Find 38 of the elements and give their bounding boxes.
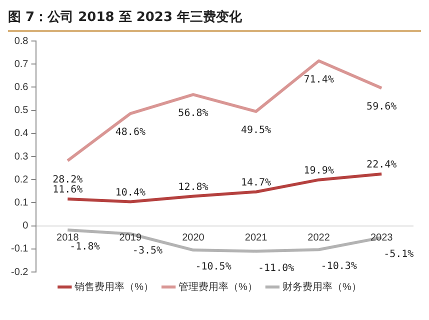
x-tick-label: 2020 [182,232,205,244]
y-tick-label: 0 [22,220,29,232]
y-tick-label: -0.1 [10,244,29,255]
y-tick-label: 0.8 [14,36,29,47]
data-label: -1.8% [70,242,100,253]
data-label: 19.9% [304,165,334,176]
y-tick-label: 0.7 [14,58,29,70]
y-tick-label: -0.2 [10,266,29,278]
data-label: 14.7% [240,177,272,188]
data-label: 11.6% [52,184,83,196]
x-tick-label: 2021 [244,232,268,244]
legend-label: 财务费用率（%） [282,280,362,293]
data-label: -10.5% [195,262,232,273]
data-label: -10.3% [320,261,357,272]
x-tick-label: 2022 [308,232,330,244]
legend-label: 销售费用率（%） [74,280,154,293]
legend-label: 管理费用率（%） [178,280,258,293]
y-tick-label: 0.6 [14,82,29,93]
y-tick-label: 0.1 [14,197,29,208]
y-tick-label: 0.5 [14,105,29,116]
data-label: 12.8% [178,182,208,193]
data-label: -11.0% [258,262,294,274]
data-label: 71.4% [304,74,334,86]
data-label: 59.6% [366,102,397,113]
data-label: 10.4% [115,187,146,198]
data-label: 56.8% [178,108,208,120]
data-label: 48.6% [115,127,146,138]
data-label: -3.5% [132,245,163,256]
data-label: -5.1% [384,249,414,260]
data-label: 22.4% [366,160,397,171]
y-tick-label: 0.4 [14,128,29,140]
y-tick-label: 0.3 [14,151,29,162]
data-label: 49.5% [240,125,272,136]
chart-title: 图 7：公司 2018 至 2023 年三费变化 [8,8,421,32]
x-tick-label: 2019 [119,232,142,244]
x-tick-label: 2023 [370,232,394,244]
y-tick-label: 0.2 [14,174,29,186]
data-label: 28.2% [52,174,83,186]
